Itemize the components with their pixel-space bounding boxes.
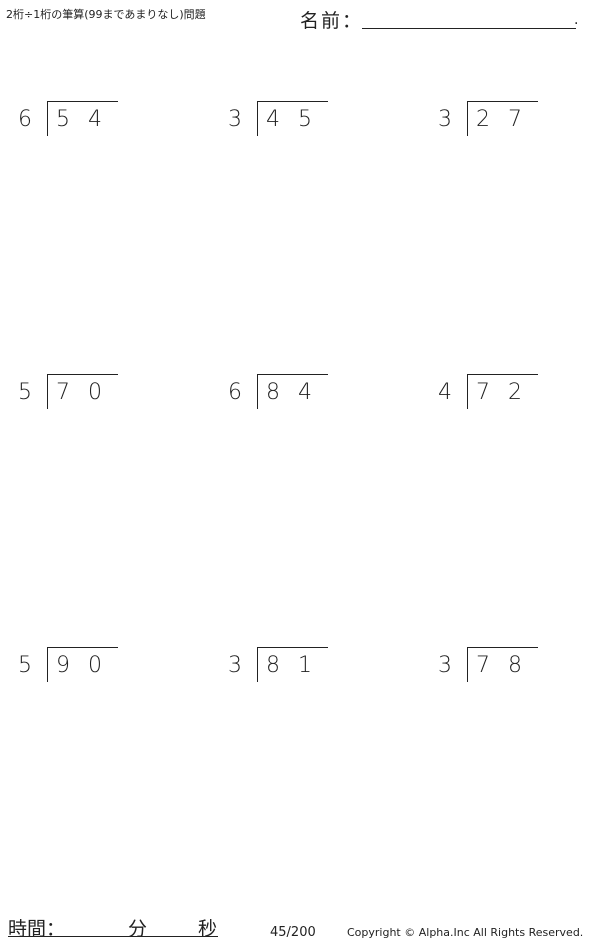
division-bracket [467,647,538,682]
division-bracket [47,647,118,682]
dividend-ones: 4 [298,380,312,405]
divisor: 3 [438,107,452,132]
divisor: 3 [228,107,242,132]
page-number: 45/200 [270,925,316,940]
division-bracket [47,374,118,409]
name-label: 名前： [300,10,364,32]
dividend-tens: 5 [56,107,70,132]
division-bracket [257,647,328,682]
worksheet-title: 2桁÷1桁の筆算(99まであまりなし)問題 [6,8,206,21]
dividend-tens: 8 [266,380,280,405]
division-problem: 5 9 0 [18,647,138,687]
divisor: 3 [228,653,242,678]
name-field-line[interactable] [362,28,576,29]
division-problem: 3 8 1 [228,647,348,687]
divisor: 5 [18,653,32,678]
dividend-ones: 2 [508,380,522,405]
dividend-tens: 9 [56,653,70,678]
time-label: 時間： [8,918,66,940]
name-end-mark: . [574,12,579,28]
dividend-tens: 7 [56,380,70,405]
dividend-tens: 7 [476,653,490,678]
division-bracket [257,374,328,409]
dividend-ones: 0 [88,380,102,405]
copyright: Copyright © Alpha.Inc All Rights Reserve… [347,926,584,939]
division-problem: 3 2 7 [438,101,558,141]
time-field[interactable]: 時間： 分 秒 [8,914,218,940]
division-problem: 6 8 4 [228,374,348,414]
division-bracket [257,101,328,136]
division-problem: 3 7 8 [438,647,558,687]
dividend-ones: 4 [88,107,102,132]
division-bracket [47,101,118,136]
division-problem: 3 4 5 [228,101,348,141]
division-bracket [467,374,538,409]
division-problem: 6 5 4 [18,101,138,141]
dividend-ones: 7 [508,107,522,132]
minutes-label: 分 [128,918,148,940]
division-problem: 4 7 2 [438,374,558,414]
divisor: 6 [18,107,32,132]
dividend-ones: 5 [298,107,312,132]
divisor: 6 [228,380,242,405]
seconds-label: 秒 [198,918,218,940]
division-problem: 5 7 0 [18,374,138,414]
dividend-tens: 8 [266,653,280,678]
dividend-ones: 8 [508,653,522,678]
divisor: 5 [18,380,32,405]
dividend-ones: 1 [298,653,312,678]
divisor: 4 [438,380,452,405]
dividend-ones: 0 [88,653,102,678]
dividend-tens: 7 [476,380,490,405]
dividend-tens: 2 [476,107,490,132]
divisor: 3 [438,653,452,678]
division-bracket [467,101,538,136]
dividend-tens: 4 [266,107,280,132]
